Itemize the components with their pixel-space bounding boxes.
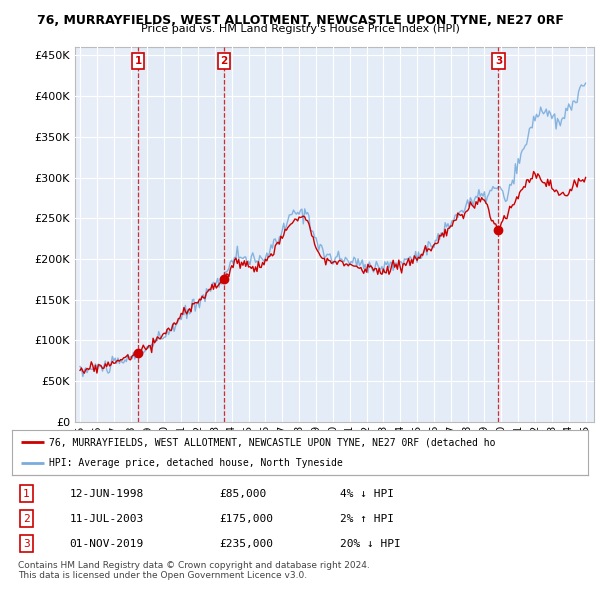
Bar	[138, 47, 224, 422]
Text: 20% ↓ HPI: 20% ↓ HPI	[340, 539, 401, 549]
Text: 3: 3	[495, 56, 502, 66]
Text: 3: 3	[23, 539, 30, 549]
Text: 12-JUN-1998: 12-JUN-1998	[70, 489, 144, 499]
Text: 76, MURRAYFIELDS, WEST ALLOTMENT, NEWCASTLE UPON TYNE, NE27 0RF: 76, MURRAYFIELDS, WEST ALLOTMENT, NEWCAS…	[37, 14, 563, 27]
Text: HPI: Average price, detached house, North Tyneside: HPI: Average price, detached house, Nort…	[49, 458, 343, 468]
Text: 4% ↓ HPI: 4% ↓ HPI	[340, 489, 394, 499]
Text: 1: 1	[134, 56, 142, 66]
Text: 2: 2	[220, 56, 227, 66]
Text: 2% ↑ HPI: 2% ↑ HPI	[340, 514, 394, 523]
Text: 76, MURRAYFIELDS, WEST ALLOTMENT, NEWCASTLE UPON TYNE, NE27 0RF (detached ho: 76, MURRAYFIELDS, WEST ALLOTMENT, NEWCAS…	[49, 437, 496, 447]
Text: 11-JUL-2003: 11-JUL-2003	[70, 514, 144, 523]
Text: Price paid vs. HM Land Registry's House Price Index (HPI): Price paid vs. HM Land Registry's House …	[140, 24, 460, 34]
Text: £235,000: £235,000	[220, 539, 274, 549]
Text: Contains HM Land Registry data © Crown copyright and database right 2024.: Contains HM Land Registry data © Crown c…	[18, 560, 370, 569]
Text: £85,000: £85,000	[220, 489, 266, 499]
Text: 1: 1	[23, 489, 30, 499]
Text: 01-NOV-2019: 01-NOV-2019	[70, 539, 144, 549]
Text: 2: 2	[23, 514, 30, 523]
Text: This data is licensed under the Open Government Licence v3.0.: This data is licensed under the Open Gov…	[18, 571, 307, 579]
Bar	[224, 47, 499, 422]
Text: £175,000: £175,000	[220, 514, 274, 523]
